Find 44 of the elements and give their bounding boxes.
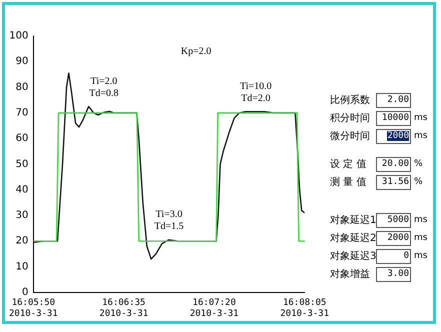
y-tick-label: 10 [16,261,28,272]
y-tick-label: 20 [16,236,28,247]
text: 2.00 [376,92,411,108]
text: 对象延迟2 [330,232,376,245]
y-tick-label: 60 [16,133,28,144]
annotation: Ti=10.0 Td=2.0 [240,81,272,104]
text: 对象增益 [330,268,371,281]
text: % [414,159,423,169]
x-tick-label: 16:07:20 2010-3-31 [190,298,239,319]
text: 测 量 值 [330,176,368,189]
text: ms [414,113,428,123]
y-tick-label: 40 [16,184,28,196]
text: 0 [376,248,411,264]
text: 积分时间 [330,112,371,125]
annotation: Ti=2.0 Td=0.8 [89,76,119,99]
text: 对象延迟3 [330,250,376,263]
y-tick-label: 90 [16,56,28,68]
text: 比例系数 [330,94,371,107]
text: 2000 [387,130,409,140]
y-tick-label: 30 [16,210,28,222]
text: ms [414,251,428,261]
text: 20.00 [376,156,411,172]
y-tick-label: 100 [9,30,28,42]
text: ms [414,233,428,243]
text: 5000 [376,212,411,228]
text: 2000 [376,230,411,246]
annotation: Ti=3.0 Td=1.5 [154,209,184,232]
text: 31.56 [376,174,411,190]
x-tick-label: 16:06:35 2010-3-31 [99,298,148,319]
y-tick-label: 80 [16,82,28,93]
y-tick-label: 0 [22,286,28,298]
annotation: Kp=2.0 [180,46,212,58]
text: 微分时间 [330,130,371,143]
text: ms [414,215,428,225]
y-tick-label: 50 [16,158,28,170]
text: 3.00 [376,266,411,282]
text: ms [414,131,428,141]
text: % [414,177,423,187]
text: 10000 [376,110,411,126]
x-tick-label: 16:08:05 2010-3-31 [280,298,330,319]
x-tick-label: 16:05:50 2010-3-31 [8,298,58,319]
text: 设 定 值 [330,158,368,171]
text: 对象延迟1 [330,214,376,227]
y-tick-label: 70 [16,108,28,119]
